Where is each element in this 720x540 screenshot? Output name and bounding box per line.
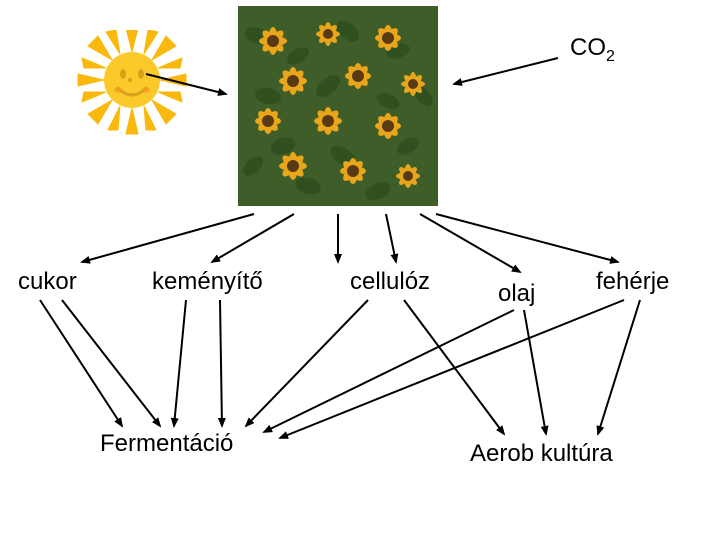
- cukor-label: cukor: [18, 268, 77, 296]
- aerob-label: Aerob kultúra: [470, 440, 613, 468]
- fermentacio-label: Fermentáció: [100, 430, 233, 458]
- co2-sub: 2: [606, 48, 615, 65]
- celluloz-label: cellulóz: [350, 268, 430, 296]
- kemenyito-label: keményítő: [152, 268, 263, 296]
- sunflower-field-image: [238, 6, 438, 206]
- olaj-label: olaj: [498, 280, 535, 308]
- co2-main: CO: [570, 34, 606, 61]
- sun-icon: [72, 30, 212, 155]
- feherje-label: fehérje: [596, 268, 669, 296]
- co2-label: CO2: [570, 34, 615, 66]
